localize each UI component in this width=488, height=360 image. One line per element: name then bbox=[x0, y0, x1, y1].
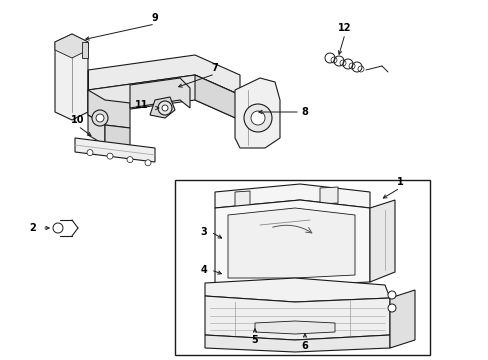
Polygon shape bbox=[88, 75, 240, 120]
Text: 8: 8 bbox=[301, 107, 308, 117]
Polygon shape bbox=[55, 34, 88, 58]
Polygon shape bbox=[204, 278, 389, 302]
Polygon shape bbox=[389, 290, 414, 348]
Text: 2: 2 bbox=[30, 223, 36, 233]
Polygon shape bbox=[204, 296, 389, 340]
Polygon shape bbox=[150, 97, 175, 118]
Text: 1: 1 bbox=[396, 177, 403, 187]
Circle shape bbox=[387, 291, 395, 299]
Circle shape bbox=[127, 157, 133, 163]
Text: 12: 12 bbox=[338, 23, 351, 33]
Circle shape bbox=[158, 101, 172, 115]
Circle shape bbox=[250, 111, 264, 125]
Circle shape bbox=[162, 105, 168, 111]
Bar bbox=[175, 180, 429, 355]
Circle shape bbox=[107, 153, 113, 159]
Polygon shape bbox=[235, 191, 249, 209]
Polygon shape bbox=[88, 115, 105, 145]
Text: 4: 4 bbox=[200, 265, 207, 275]
Polygon shape bbox=[215, 200, 369, 285]
Polygon shape bbox=[369, 200, 394, 282]
Polygon shape bbox=[235, 78, 280, 148]
Polygon shape bbox=[204, 335, 389, 352]
Text: 11: 11 bbox=[135, 100, 148, 110]
Polygon shape bbox=[88, 55, 240, 95]
Polygon shape bbox=[227, 208, 354, 278]
Circle shape bbox=[96, 114, 104, 122]
Text: 9: 9 bbox=[151, 13, 158, 23]
Text: 6: 6 bbox=[301, 341, 308, 351]
Polygon shape bbox=[195, 75, 240, 120]
Text: 7: 7 bbox=[211, 63, 218, 73]
Circle shape bbox=[244, 104, 271, 132]
Polygon shape bbox=[88, 90, 130, 128]
Text: 5: 5 bbox=[251, 335, 258, 345]
Polygon shape bbox=[105, 125, 130, 148]
Polygon shape bbox=[75, 138, 155, 162]
Polygon shape bbox=[254, 321, 334, 334]
Polygon shape bbox=[130, 78, 190, 108]
Circle shape bbox=[387, 304, 395, 312]
Polygon shape bbox=[82, 42, 88, 58]
Polygon shape bbox=[55, 34, 88, 120]
Polygon shape bbox=[319, 187, 337, 204]
Circle shape bbox=[92, 110, 108, 126]
Circle shape bbox=[145, 160, 151, 166]
Text: 3: 3 bbox=[200, 227, 207, 237]
Circle shape bbox=[87, 150, 93, 156]
Text: 10: 10 bbox=[71, 115, 84, 125]
Polygon shape bbox=[215, 184, 369, 208]
